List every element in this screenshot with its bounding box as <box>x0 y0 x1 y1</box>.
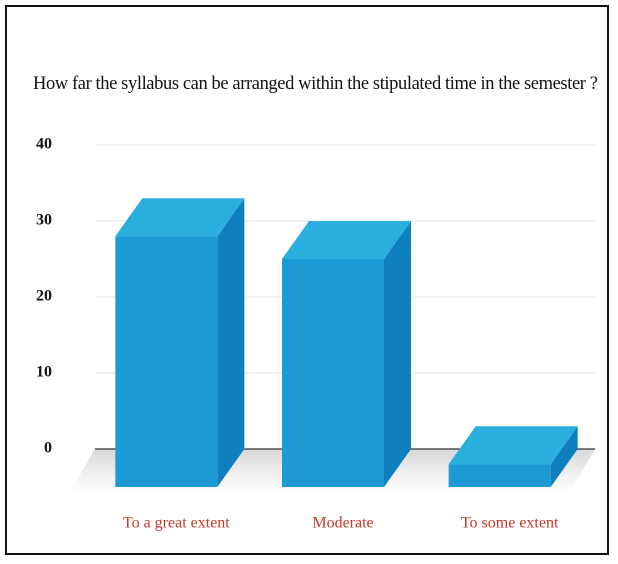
y-tick-label: 30 <box>36 212 52 229</box>
bar-side <box>550 426 578 487</box>
x-tick-label: To a great extent <box>123 515 230 532</box>
bar-top <box>115 198 245 237</box>
x-tick-label: Moderate <box>312 515 373 532</box>
bar-side <box>217 198 245 487</box>
bar-side <box>384 221 411 487</box>
bar <box>448 464 551 487</box>
y-tick-label: 40 <box>36 136 52 153</box>
bar-top <box>282 221 411 259</box>
bar <box>115 236 218 487</box>
chart-title: How far the syllabus can be arranged wit… <box>33 74 598 94</box>
x-tick-label: To some extent <box>461 515 559 532</box>
bar-top <box>448 426 578 465</box>
bar <box>282 259 384 487</box>
y-tick-label: 0 <box>44 440 52 457</box>
frame <box>5 5 609 555</box>
y-tick-label: 20 <box>36 288 52 305</box>
y-tick-label: 10 <box>36 364 52 381</box>
